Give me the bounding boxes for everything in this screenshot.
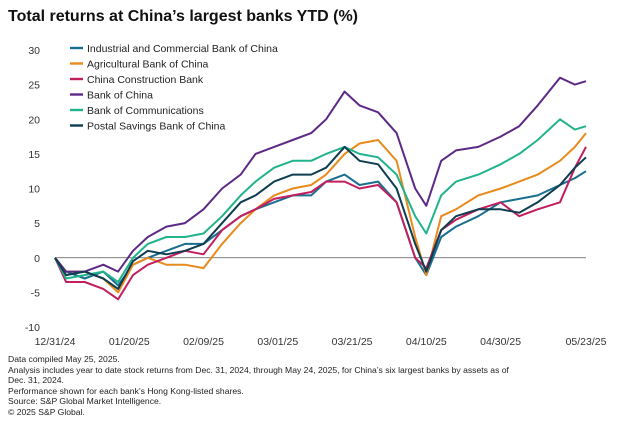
series-line-postal-savings-bank-of-china	[54, 145, 587, 290]
x-tick-label: 12/31/24	[35, 336, 76, 348]
y-tick-label: 5	[34, 218, 40, 230]
x-tick-label: 02/09/25	[183, 336, 224, 348]
legend-label: Postal Savings Bank of China	[87, 121, 225, 133]
y-tick-label: 0	[34, 253, 40, 265]
y-tick-label: -5	[31, 287, 40, 299]
legend-label: China Construction Bank	[87, 74, 204, 86]
y-tick-label: 25	[28, 80, 40, 92]
note-data-compiled: Data compiled May 25, 2025.	[8, 354, 120, 364]
x-tick-label: 03/01/25	[257, 336, 298, 348]
series-line-china-construction-bank	[54, 146, 587, 301]
chart-area: -10 -5 0 5 10 15 20 25 30 12/31/24 01/20/25 02/09/2…	[25, 43, 607, 348]
series-line-industrial-and-commercial-bank-of-china	[54, 170, 587, 287]
x-tick-label: 05/23/25	[566, 336, 607, 348]
legend-label: Agricultural Bank of China	[87, 59, 209, 71]
series-line-agricultural-bank-of-china	[54, 132, 587, 294]
x-tick-label: 04/30/25	[480, 336, 521, 348]
note-source: Source: S&P Global Market Intelligence.	[8, 396, 162, 407]
y-tick-label: -10	[25, 322, 40, 334]
x-tick-label: 03/21/25	[332, 336, 373, 348]
legend-label: Industrial and Commercial Bank of China	[87, 43, 278, 55]
note-analysis: Analysis includes year to date stock ret…	[8, 364, 509, 375]
x-tick-label: 04/10/25	[406, 336, 447, 348]
note-analysis-date: Dec. 31, 2024.	[8, 375, 64, 386]
chart-title: Total returns at China’s largest banks Y…	[8, 8, 358, 25]
y-tick-label: 15	[28, 149, 40, 161]
y-tick-label: 30	[28, 45, 40, 57]
chart-notes: Data compiled May 25, 2025. Analysis inc…	[8, 354, 509, 418]
legend-label: Bank of China	[87, 90, 153, 102]
note-copyright: © 2025 S&P Global.	[8, 406, 85, 417]
series-line-bank-of-communications	[54, 118, 587, 283]
y-tick-label: 10	[28, 184, 40, 196]
series-line-bank-of-china	[54, 76, 587, 273]
y-tick-label: 20	[28, 114, 40, 126]
legend-label: Bank of Communications	[87, 105, 204, 117]
x-tick-label: 01/20/25	[109, 336, 150, 348]
note-performance: Performance shown for each bank’s Hong K…	[8, 385, 244, 396]
